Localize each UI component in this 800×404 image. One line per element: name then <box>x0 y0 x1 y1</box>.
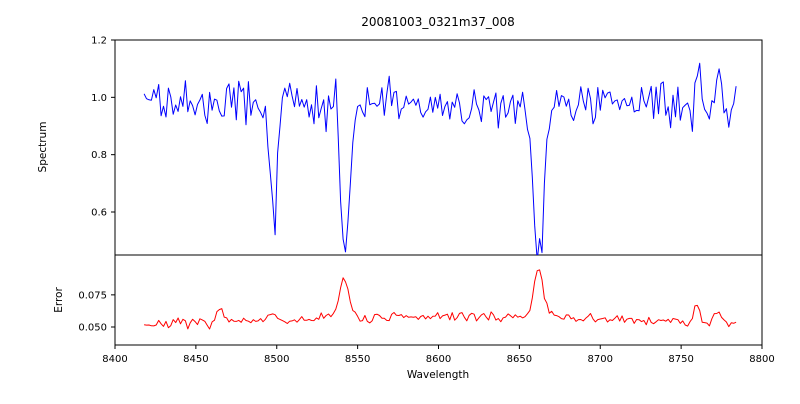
x-tick-label: 8600 <box>426 354 451 365</box>
error-ylabel: Error <box>53 287 65 313</box>
x-tick-label: 8700 <box>588 354 613 365</box>
y-tick-label: 0.075 <box>78 290 107 301</box>
error-line <box>144 269 737 330</box>
x-tick-label: 8750 <box>668 354 693 365</box>
spectrum-panel-border <box>114 39 763 256</box>
y-tick-label: 1.0 <box>91 93 107 104</box>
spectrum-ylabel: Spectrum <box>37 122 49 173</box>
x-tick-label: 8400 <box>102 354 127 365</box>
x-tick-label: 8450 <box>183 354 208 365</box>
y-tick-label: 1.2 <box>91 36 107 47</box>
error-ytick-group: 0.050 0.075 <box>78 290 115 334</box>
x-axis-label: Wavelength <box>407 369 469 381</box>
x-tick-label: 8550 <box>345 354 370 365</box>
y-tick-label: 0.8 <box>91 150 107 161</box>
x-tick-label: 8650 <box>507 354 532 365</box>
x-tick-label: 8500 <box>264 354 289 365</box>
spectrum-line <box>143 62 737 255</box>
y-tick-label: 0.6 <box>91 208 107 219</box>
x-tick-label: 8800 <box>749 354 774 365</box>
series-group <box>143 62 737 330</box>
chart-title: 20081003_0321m37_008 <box>361 15 514 29</box>
y-tick-label: 0.050 <box>78 323 107 334</box>
error-panel-border <box>114 254 763 346</box>
spectrum-ytick-group: 0.6 0.8 1.0 1.2 <box>91 36 115 219</box>
x-tick-group: 8400 8450 8500 8550 8600 8650 8700 8750 8800 <box>102 345 775 365</box>
